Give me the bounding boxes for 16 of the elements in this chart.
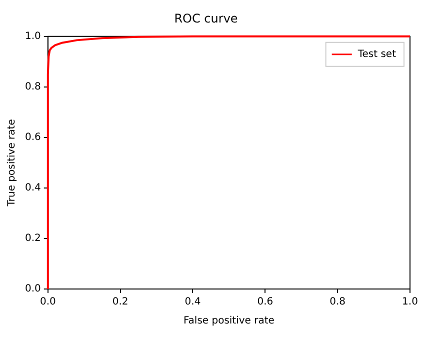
x-tick-label: 0.2	[112, 296, 128, 308]
x-tick-label: 0.0	[40, 296, 56, 308]
x-tick-label: 0.6	[257, 296, 274, 308]
y-tick-label: 0.6	[24, 132, 41, 144]
y-tick-label: 0.8	[24, 82, 41, 93]
chart-title: ROC curve	[174, 11, 238, 26]
y-axis-title: True positive rate	[6, 119, 18, 208]
x-tick-label: 0.4	[184, 296, 201, 308]
x-tick-label: 1.0	[402, 296, 418, 308]
y-tick-label: 0.4	[24, 182, 41, 194]
y-tick-label: 0.0	[24, 284, 41, 295]
y-tick-label: 0.2	[24, 233, 41, 244]
x-tick-label: 0.8	[330, 296, 346, 308]
x-axis-title: False positive rate	[183, 316, 274, 327]
y-tick-label: 1.0	[24, 30, 41, 42]
legend-label: Test set	[356, 48, 396, 60]
